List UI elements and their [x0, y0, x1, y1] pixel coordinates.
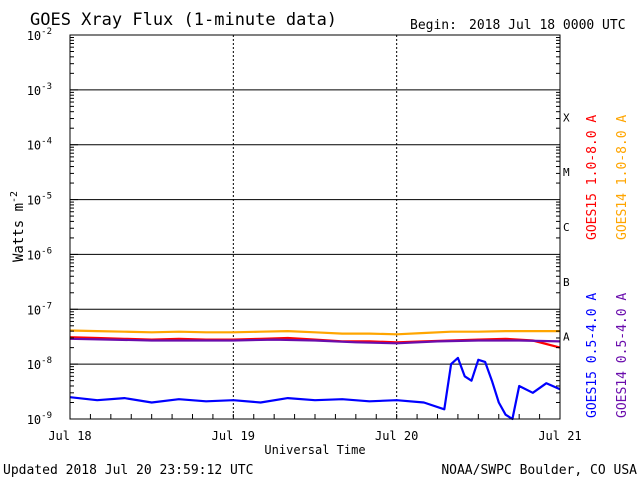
day-dividers: [232, 35, 398, 419]
y-tick-exponent: -4: [41, 137, 52, 147]
y-axis-ticks: 10-210-310-410-510-610-710-810-9: [27, 27, 560, 427]
flare-class-C: C: [563, 221, 570, 234]
y-tick-base: 10: [27, 413, 41, 427]
y-axis-label: Watts m-2: [9, 191, 27, 262]
begin-label: Begin:: [410, 18, 457, 33]
series-layer: [69, 329, 561, 421]
y-tick-base: 10: [27, 194, 41, 208]
y-tick-exponent: -8: [41, 356, 52, 366]
y-axis-label-text: Watts m: [11, 203, 27, 262]
y-tick-label: 10-6: [27, 246, 52, 262]
legend-entry: GOES15 0.5-4.0 A: [585, 293, 600, 418]
legend-entry: GOES14 0.5-4.0 A: [615, 293, 630, 418]
grid-lines: [70, 34, 560, 420]
y-tick-base: 10: [27, 84, 41, 98]
y-axis-label-exponent: -2: [9, 191, 20, 203]
footer-updated: Updated 2018 Jul 20 23:59:12 UTC: [3, 463, 253, 478]
flare-class-M: M: [563, 166, 570, 179]
y-tick-base: 10: [27, 358, 41, 372]
y-tick-exponent: -2: [41, 27, 52, 37]
begin-value: 2018 Jul 18 0000 UTC: [469, 18, 626, 33]
x-tick-label: Jul 21: [538, 429, 581, 443]
y-tick-label: 10-7: [27, 301, 52, 317]
legend-entry: GOES14 1.0-8.0 A: [615, 115, 630, 240]
footer-credit: NOAA/SWPC Boulder, CO USA: [441, 463, 637, 478]
plot-area: [69, 34, 561, 421]
y-tick-base: 10: [27, 303, 41, 317]
x-tick-label: Jul 19: [212, 429, 255, 443]
chart-title: GOES Xray Flux (1-minute data): [30, 10, 337, 30]
x-tick-label: Jul 18: [48, 429, 91, 443]
y-tick-base: 10: [27, 248, 41, 262]
y-tick-base: 10: [27, 29, 41, 43]
y-tick-label: 10-5: [27, 192, 52, 208]
series-line: [69, 356, 561, 421]
plot-frame: [69, 34, 561, 420]
flare-class-labels: X M C B A: [563, 111, 570, 343]
y-tick-label: 10-3: [27, 82, 52, 98]
y-tick-label: 10-9: [27, 411, 52, 427]
y-tick-exponent: -7: [41, 301, 52, 311]
series-line: [69, 337, 561, 345]
flare-class-X: X: [563, 111, 570, 124]
y-tick-exponent: -3: [41, 82, 52, 92]
y-tick-label: 10-2: [27, 27, 52, 43]
y-tick-exponent: -9: [41, 411, 52, 421]
legend: GOES15 1.0-8.0 A GOES14 1.0-8.0 A GOES15 0…: [585, 115, 630, 418]
flare-class-A: A: [563, 331, 570, 344]
series-line: [69, 329, 560, 336]
y-tick-exponent: -5: [41, 192, 52, 202]
x-tick-label: Jul 20: [375, 429, 418, 443]
x-axis-ticks: Jul 18 Jul 19 Jul 20 Jul 21: [48, 414, 582, 443]
x-axis-label: Universal Time: [264, 443, 365, 457]
legend-entry: GOES15 1.0-8.0 A: [585, 115, 600, 240]
y-tick-label: 10-8: [27, 356, 52, 372]
flare-class-B: B: [563, 276, 570, 289]
svg-text:Watts m-2: Watts m-2: [9, 191, 27, 262]
y-tick-base: 10: [27, 139, 41, 153]
y-tick-label: 10-4: [27, 137, 52, 153]
y-tick-exponent: -6: [41, 246, 52, 256]
